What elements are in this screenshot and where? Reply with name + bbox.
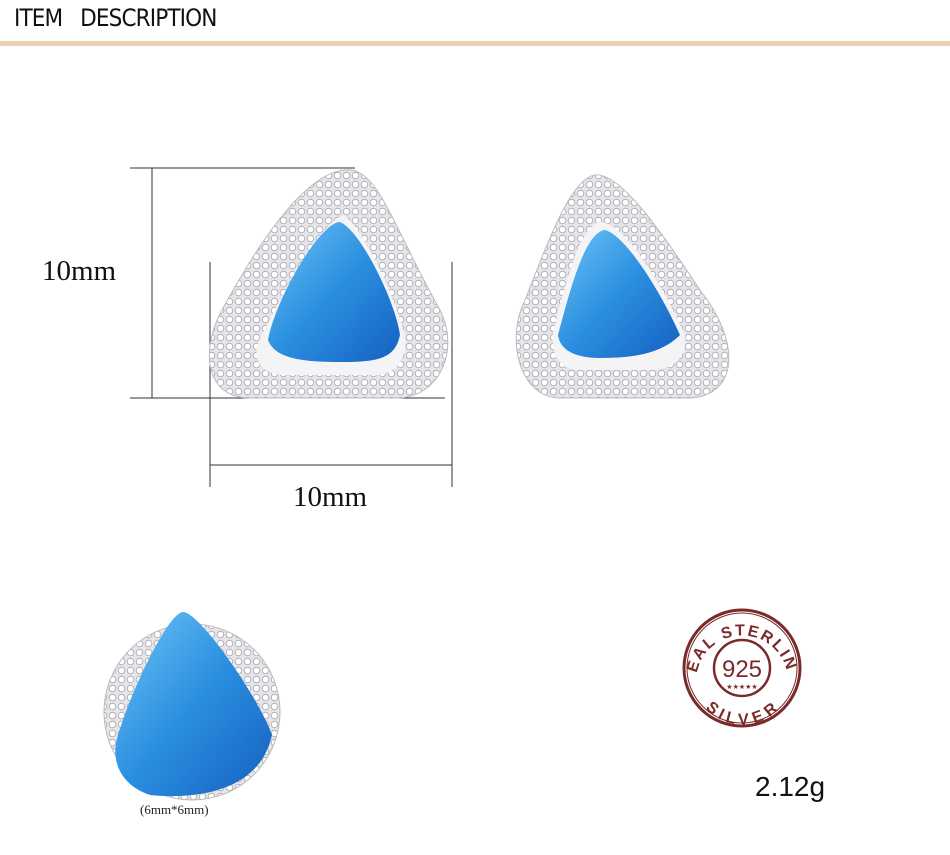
earring-front	[208, 169, 449, 399]
opal-stone	[268, 222, 400, 362]
height-label: 10mm	[42, 255, 117, 287]
opal-stone	[115, 612, 272, 797]
svg-text:SILVER: SILVER	[702, 699, 782, 729]
stamp-stars: ★★★★★	[726, 683, 757, 691]
width-label: 10mm	[293, 481, 368, 513]
stamp-bottom-text: SILVER	[702, 699, 780, 729]
header-divider	[0, 41, 950, 46]
stone-size-label: (6mm*6mm)	[140, 802, 209, 817]
weight-label: 2.12g	[755, 771, 826, 802]
section-title: ITEM DESCRIPTION	[14, 4, 217, 32]
stamp-925: 925	[722, 656, 762, 683]
earring-closeup	[103, 612, 281, 801]
earring-angled	[515, 174, 730, 399]
opal-stone	[558, 230, 680, 358]
width-dimension-lines	[209, 262, 453, 487]
